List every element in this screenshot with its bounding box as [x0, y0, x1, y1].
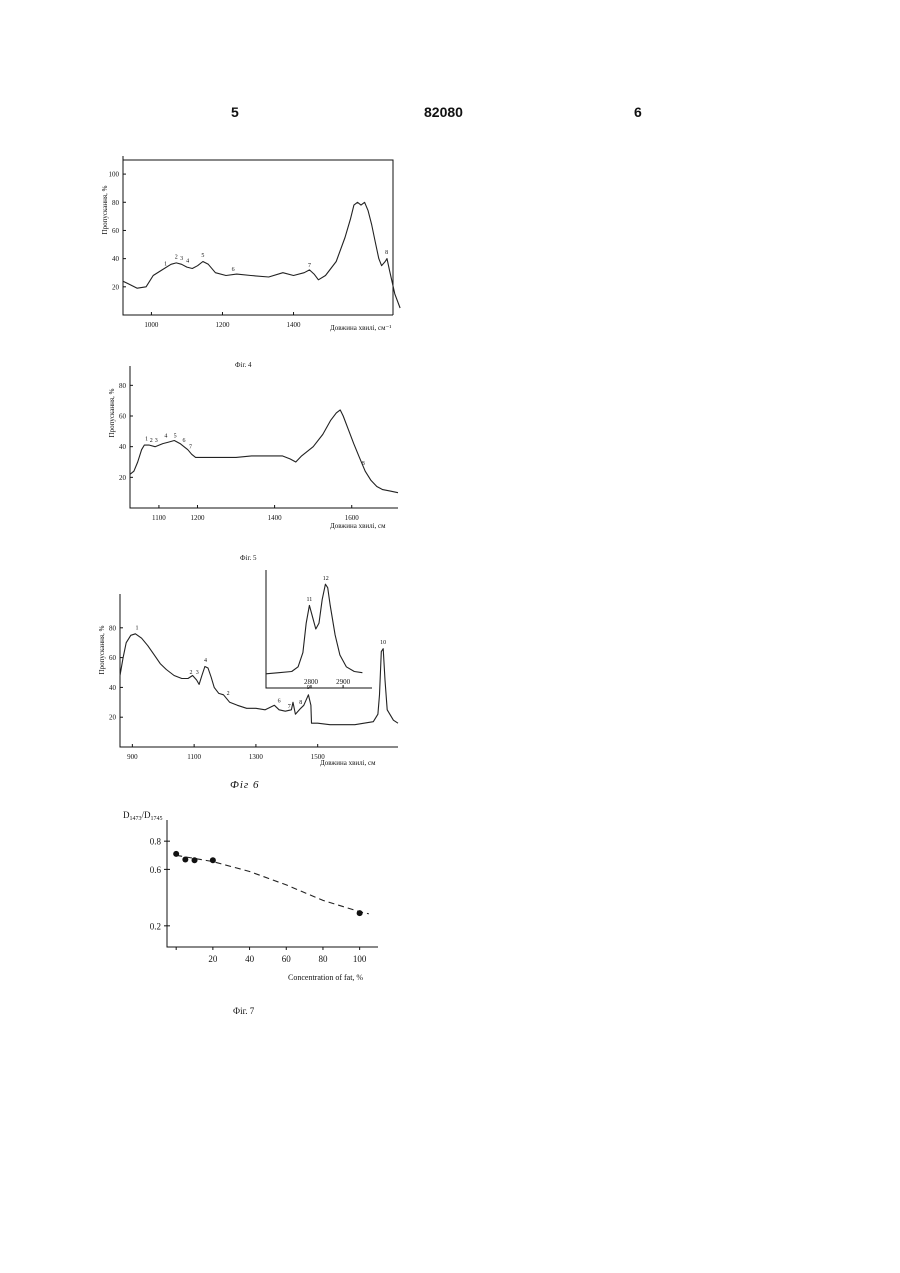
spectrum-curve [120, 634, 398, 725]
x-tick-label: 1200 [190, 514, 205, 522]
y-tick-label: 40 [119, 443, 127, 451]
x-axis-label: Concentration of fat, % [288, 973, 363, 982]
y-tick-label: 40 [112, 255, 120, 263]
y-tick-label: 80 [119, 382, 127, 390]
x-tick-label: 1600 [345, 514, 360, 522]
peak-label: 4 [186, 259, 189, 265]
inset-axes [266, 570, 372, 688]
data-point [210, 857, 216, 863]
page-number-left: 5 [231, 104, 239, 120]
peak-label: 2 [190, 670, 193, 676]
plot-axes [167, 820, 378, 947]
x-tick-label: 40 [245, 954, 255, 964]
x-tick-label: 20 [208, 954, 218, 964]
peak-label: 7 [189, 444, 192, 450]
y-tick-label: 80 [109, 624, 117, 632]
x-tick-label: 1400 [268, 514, 283, 522]
peak-label: 2 [175, 254, 178, 260]
y-tick-label: 20 [119, 474, 127, 482]
x-tick-label: 60 [282, 954, 292, 964]
x-tick-label: 1100 [187, 753, 201, 761]
y-tick-label: 0.6 [150, 865, 162, 875]
y-axis-label: D1473/D1745 [123, 810, 163, 822]
peak-label: 1 [145, 437, 148, 443]
peak-label: 8 [362, 461, 365, 467]
x-tick-label: 80 [318, 954, 328, 964]
inset-x-tick-label: 2800 [304, 678, 319, 686]
y-tick-label: 60 [109, 654, 117, 662]
peak-label: 3 [155, 438, 158, 444]
page-number-right: 6 [634, 104, 642, 120]
peak-label: 8 [385, 250, 388, 256]
figure-6-chart: 20406080900110013001500Довжина хвилі, см… [0, 560, 420, 775]
y-axis-label: Пропускання, % [101, 185, 109, 234]
patent-number: 82080 [424, 104, 463, 120]
y-tick-label: 60 [119, 413, 127, 421]
inset-peak-label: 12 [323, 576, 329, 582]
peak-label: 2 [150, 438, 153, 444]
plot-axes [130, 366, 398, 508]
x-axis-label: Довжина хвилі, см [320, 759, 376, 767]
x-tick-label: 900 [127, 753, 138, 761]
peak-label: 7 [308, 263, 311, 269]
peak-label: 1 [135, 625, 138, 631]
figure-6-caption: Фіг 6 [230, 779, 259, 791]
peak-label: 7 [288, 704, 291, 710]
peak-label: 6 [278, 698, 281, 704]
peak-label: 4 [164, 434, 167, 440]
peak-label: 6 [182, 438, 185, 444]
peak-label: 5 [174, 434, 177, 440]
figure-7-chart: 0.2 0.6 0.8 20 40 60 80 100 Concentration of fat… [0, 800, 420, 990]
data-point [173, 851, 179, 857]
x-tick-label: 1300 [249, 753, 264, 761]
inset-peak-label: 11 [306, 597, 312, 603]
x-tick-label: 1400 [287, 321, 302, 329]
x-axis-label: Довжина хвилі, см⁻¹ [330, 324, 391, 332]
peak-label: 2 [227, 691, 230, 697]
x-tick-label: 1100 [152, 514, 166, 522]
y-tick-label: 40 [109, 684, 117, 692]
peak-label: 3 [196, 670, 199, 676]
data-point [357, 910, 363, 916]
trend-line [176, 855, 369, 914]
y-tick-label: 100 [109, 171, 120, 179]
y-tick-label: 20 [109, 714, 117, 722]
plot-frame [123, 160, 393, 315]
y-tick-label: 20 [112, 283, 120, 291]
figure-5-chart: 20 40 60 80 1100 1200 1400 1600Довжина хвилі, с… [0, 365, 420, 545]
plot-axes [123, 156, 393, 315]
peak-label: 4 [204, 658, 207, 664]
inset-curve [266, 584, 362, 674]
data-point [192, 857, 198, 863]
peak-label: 6 [232, 267, 235, 273]
inset-x-tick-label: 2900 [336, 678, 351, 686]
x-axis-label: Довжина хвилі, см [330, 522, 386, 530]
y-axis-label: Пропускання, % [108, 388, 116, 437]
y-tick-label: 60 [112, 227, 120, 235]
peak-label: 8 [299, 700, 302, 706]
y-axis-label: Пропускання, % [98, 625, 106, 674]
x-tick-label: 1200 [215, 321, 230, 329]
y-tick-label: 0.8 [150, 837, 162, 847]
x-tick-label: 100 [353, 954, 367, 964]
y-tick-label: 0.2 [150, 921, 161, 931]
figure-4-chart: 20 40 60 80 100 1000 1200 1400 Довжина хвилі, см… [0, 150, 420, 350]
y-tick-label: 80 [112, 199, 120, 207]
peak-label: 3 [180, 256, 183, 262]
spectrum-curve [130, 410, 398, 493]
peak-label: 10 [380, 640, 386, 646]
peak-label: 5 [201, 253, 204, 259]
spectrum-curve [123, 202, 400, 308]
data-point [182, 857, 188, 863]
peak-label: 1 [164, 262, 167, 268]
x-tick-label: 1000 [144, 321, 159, 329]
figure-7-caption: Фіг. 7 [233, 1006, 254, 1016]
